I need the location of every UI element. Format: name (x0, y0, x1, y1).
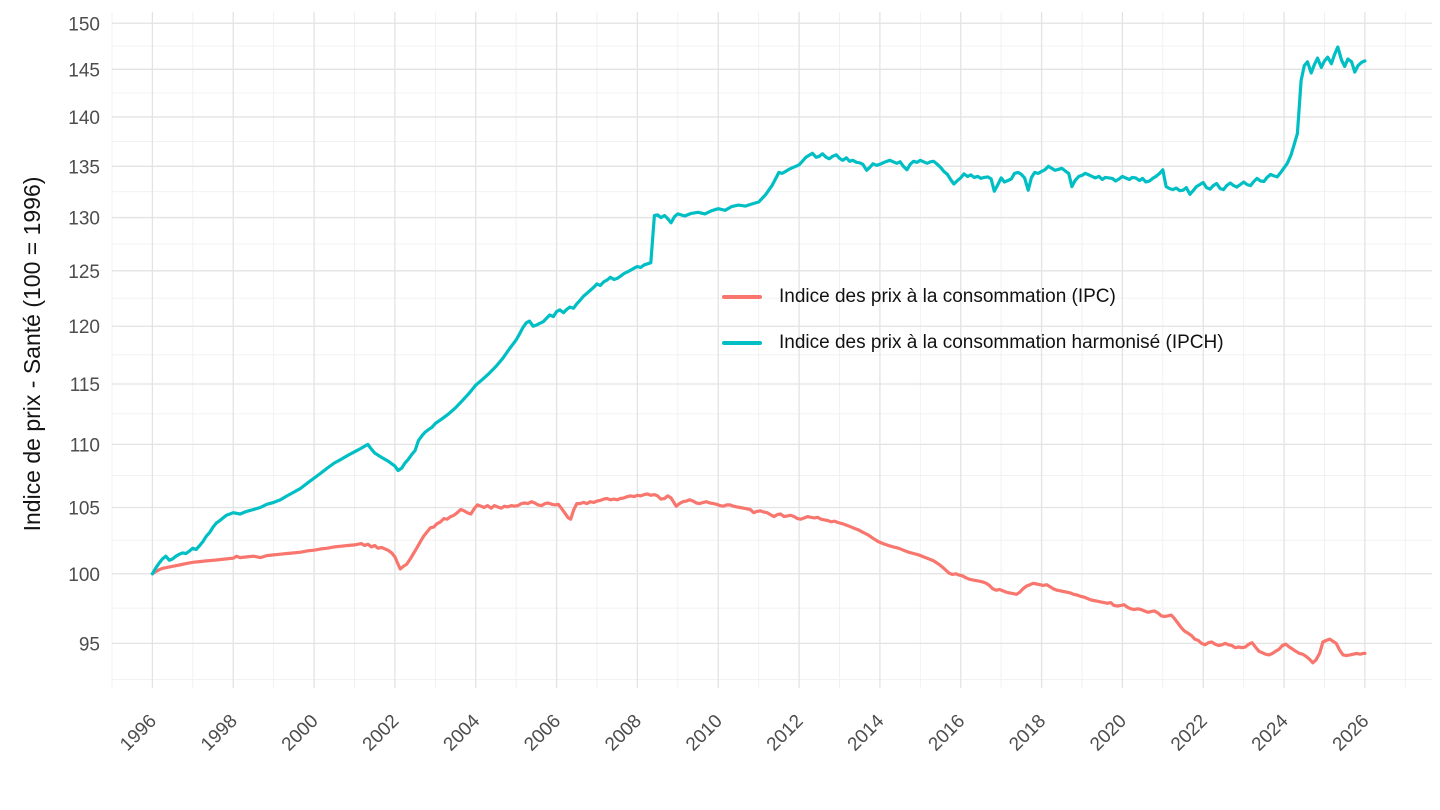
x-tick-label: 1996 (116, 711, 161, 756)
legend-item-ipch: Indice des prix à la consommation harmon… (722, 320, 1224, 366)
legend-label-ipc: Indice des prix à la consommation (IPC) (779, 286, 1116, 307)
legend: Indice des prix à la consommation (IPC) … (722, 274, 1224, 366)
legend-item-ipc: Indice des prix à la consommation (IPC) (722, 274, 1224, 320)
x-tick-label: 2000 (278, 711, 323, 756)
y-tick-label: 115 (70, 375, 100, 396)
y-tick-label: 140 (68, 108, 100, 129)
y-tick-label: 110 (70, 435, 100, 456)
x-tick-label: 2022 (1167, 711, 1212, 756)
y-tick-label: 105 (68, 499, 100, 520)
x-tick-label: 2024 (1248, 710, 1293, 755)
x-tick-label: 2026 (1329, 711, 1374, 756)
series-line-ipc (150, 492, 1367, 665)
y-tick-label: 100 (68, 565, 100, 586)
x-tick-label: 2008 (601, 711, 646, 756)
x-tick-label: 2014 (844, 710, 889, 755)
y-tick-label: 120 (68, 317, 100, 338)
y-tick-label: 130 (68, 209, 100, 230)
y-tick-label: 145 (68, 60, 100, 81)
legend-key-line-ipc (722, 295, 762, 299)
x-tick-label: 2012 (763, 711, 808, 756)
x-tick-label: 2006 (520, 711, 565, 756)
x-tick-label: 2016 (925, 711, 970, 756)
legend-key-line-ipch (722, 341, 762, 345)
y-tick-label: 125 (68, 262, 100, 283)
x-tick-label: 2010 (682, 711, 727, 756)
x-tick-label: 2004 (440, 710, 485, 755)
x-tick-label: 2018 (1005, 711, 1050, 756)
y-tick-label: 150 (68, 14, 100, 35)
series-line-ipch (150, 45, 1367, 576)
x-tick-label: 2002 (359, 711, 404, 756)
legend-label-ipch: Indice des prix à la consommation harmon… (779, 332, 1224, 353)
y-axis-title: Indice de prix - Santé (100 = 1996) (19, 176, 45, 532)
y-tick-label: 95 (79, 634, 100, 655)
x-tick-label: 2020 (1086, 711, 1131, 756)
x-tick-label: 1998 (197, 711, 242, 756)
y-tick-label: 135 (68, 157, 100, 178)
